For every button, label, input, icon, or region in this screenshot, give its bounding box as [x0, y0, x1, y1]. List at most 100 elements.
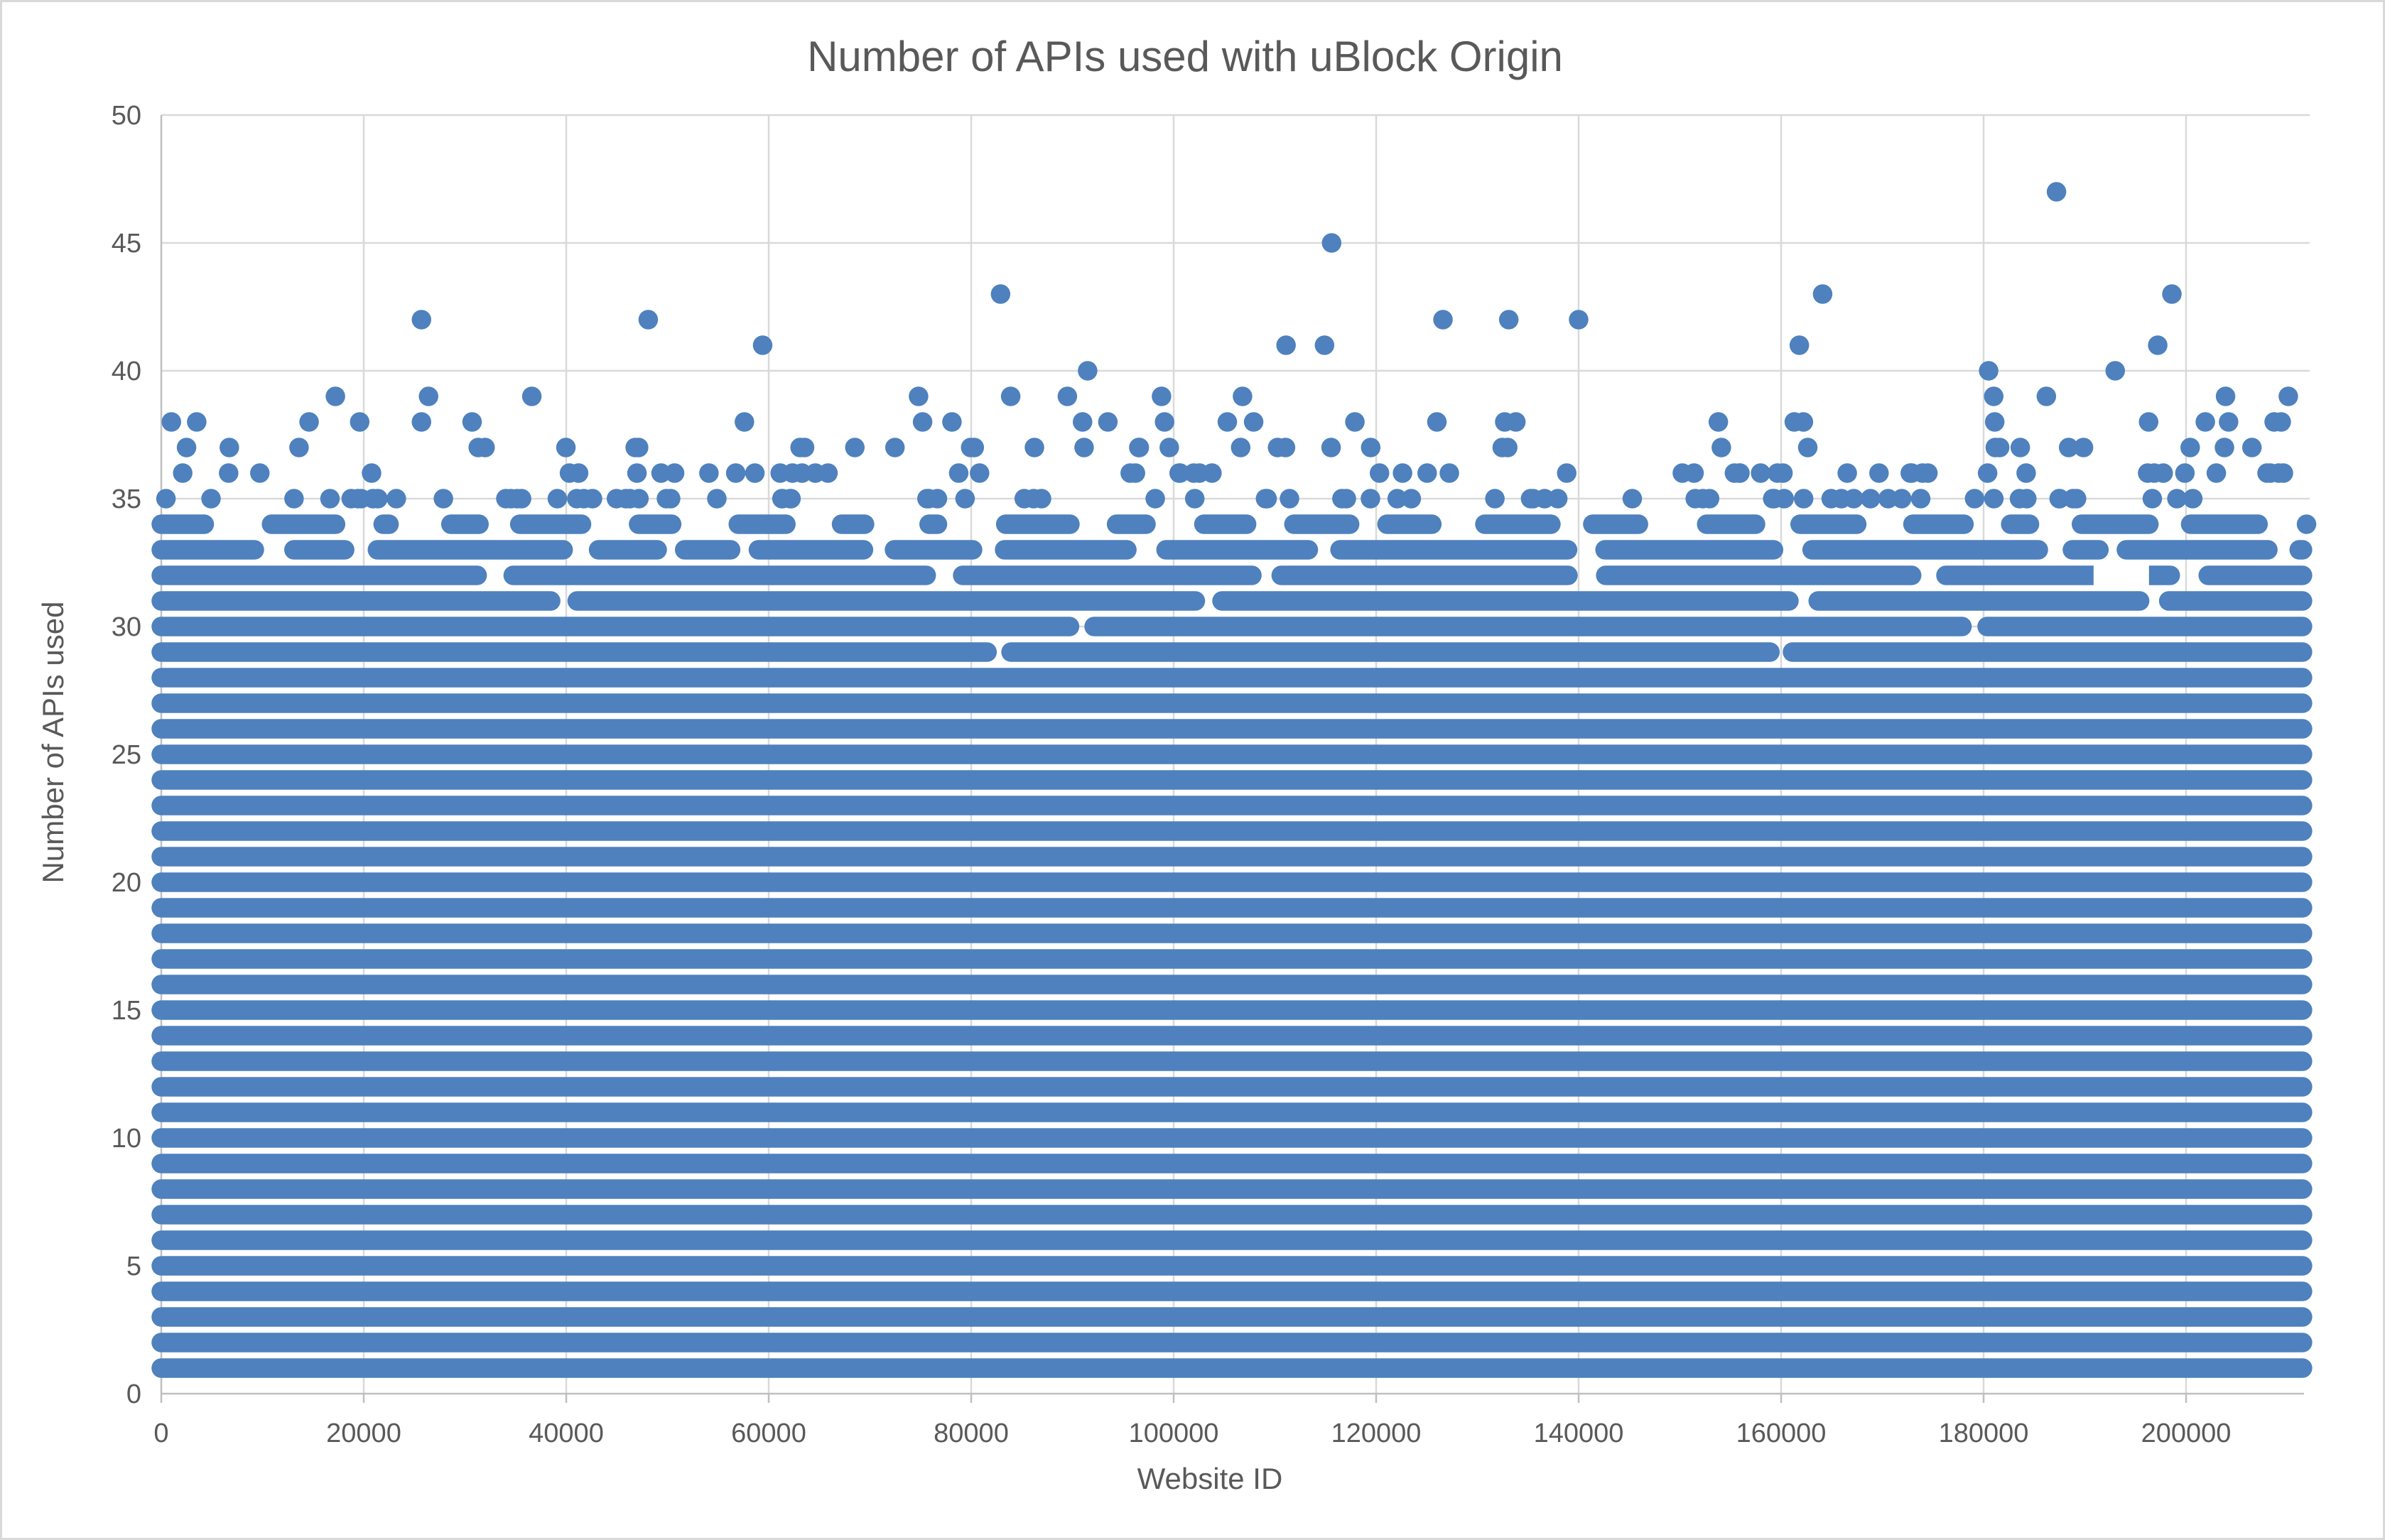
scatter-dot — [2175, 463, 2195, 483]
band-run-31 — [1808, 591, 2150, 611]
scatter-dot — [885, 438, 905, 457]
scatter-dot — [2241, 438, 2262, 457]
scatter-dot — [2138, 463, 2158, 483]
band-run-34 — [1583, 514, 1648, 534]
y-tick-label: 5 — [126, 1252, 141, 1281]
scatter-dot — [219, 463, 239, 483]
band-row-3 — [151, 1307, 2313, 1327]
band-run-33 — [1595, 540, 1784, 560]
y-tick-label: 20 — [112, 868, 141, 898]
outlier-point — [2215, 386, 2236, 406]
band-row-10 — [151, 1128, 2313, 1148]
scatter-dot — [1361, 438, 1381, 457]
x-tick-label: 60000 — [731, 1419, 806, 1448]
band-row-19 — [151, 898, 2313, 918]
scatter-dot — [1751, 463, 1770, 483]
scatter-dot — [1837, 463, 1857, 483]
x-tick-label: 100000 — [1129, 1419, 1219, 1448]
band-row-16 — [151, 975, 2313, 994]
scatter-dot — [625, 438, 645, 457]
outlier-point — [2219, 412, 2239, 432]
scatter-dot — [1170, 463, 1190, 483]
band-run-31 — [2158, 591, 2313, 611]
band-notch — [2093, 564, 2149, 587]
band-row-17 — [151, 949, 2313, 969]
scatter-dot — [1361, 489, 1380, 509]
band-row-5 — [151, 1256, 2313, 1276]
scatter-dot — [745, 463, 765, 483]
outlier-point — [1812, 284, 1833, 304]
scatter-dot — [2073, 438, 2094, 457]
scatter-dot — [1184, 489, 1205, 509]
outlier-point — [1569, 310, 1589, 330]
band-run-31 — [1212, 591, 1799, 611]
band-row-28 — [151, 668, 2313, 688]
band-run-33 — [1330, 540, 1578, 560]
band-run-30 — [1084, 617, 1972, 636]
band-row-12 — [151, 1077, 2313, 1097]
scatter-dot — [1900, 463, 1920, 483]
band-row-9 — [151, 1154, 2313, 1173]
band-run-30 — [151, 617, 1080, 636]
y-tick-label: 45 — [112, 229, 141, 259]
band-run-33 — [151, 540, 264, 560]
band-run-34 — [919, 514, 948, 534]
band-row-27 — [151, 693, 2313, 713]
scatter-dot — [2010, 438, 2030, 457]
outlier-point — [2148, 335, 2168, 355]
band-run-34 — [261, 514, 346, 534]
band-run-30 — [1977, 617, 2313, 636]
scatter-dot — [2067, 489, 2087, 509]
scatter-dot — [1321, 438, 1341, 457]
scatter-dot — [289, 438, 309, 457]
band-run-33 — [2116, 540, 2278, 560]
band-row-21 — [151, 847, 2313, 867]
scatter-dot — [606, 489, 627, 509]
outlier-point — [1154, 412, 1174, 432]
outlier-point — [1984, 412, 2005, 432]
scatter-dot — [1231, 438, 1251, 457]
outlier-point — [1057, 386, 1078, 406]
data-points — [151, 182, 2317, 1378]
scatter-dot — [1910, 489, 1931, 509]
scatter-dot — [2167, 489, 2187, 509]
outlier-point — [2278, 386, 2298, 406]
y-tick-label: 10 — [112, 1124, 141, 1154]
outlier-point — [1073, 412, 1093, 432]
scatter-dot — [651, 463, 671, 483]
scatter-dot — [1392, 463, 1412, 483]
y-tick-label: 50 — [112, 101, 141, 131]
scatter-dot — [1918, 463, 1938, 483]
scatter-dot — [1878, 489, 1898, 509]
y-tick-label: 0 — [126, 1379, 141, 1409]
band-row-26 — [151, 719, 2313, 739]
scatter-dot — [320, 489, 340, 509]
outlier-point — [1152, 386, 1172, 406]
scatter-dot — [1964, 489, 1985, 509]
scatter-dot — [173, 463, 193, 483]
band-row-25 — [151, 744, 2313, 764]
outlier-point — [411, 310, 431, 330]
scatter-dot — [1439, 463, 1459, 483]
outlier-point — [2036, 386, 2057, 406]
scatter-dot — [567, 489, 587, 509]
scatter-dot — [656, 489, 676, 509]
scatter-dot — [433, 489, 453, 509]
scatter-dot — [1985, 438, 2006, 457]
scatter-dot — [2017, 489, 2037, 509]
band-run-34 — [509, 514, 592, 534]
scatter-dot — [707, 489, 727, 509]
outlier-point — [1793, 412, 1814, 432]
scatter-dot — [1793, 489, 1814, 509]
band-row-23 — [151, 796, 2313, 815]
band-run-34 — [1194, 514, 1257, 534]
scatter-dot — [818, 463, 838, 483]
band-run-34 — [373, 514, 399, 534]
band-run-34 — [1697, 514, 1765, 534]
scatter-dot — [201, 489, 221, 509]
scatter-dot — [220, 438, 239, 457]
outlier-point — [350, 412, 370, 432]
scatter-dot — [1032, 489, 1051, 509]
scatter-dot — [1711, 438, 1731, 457]
